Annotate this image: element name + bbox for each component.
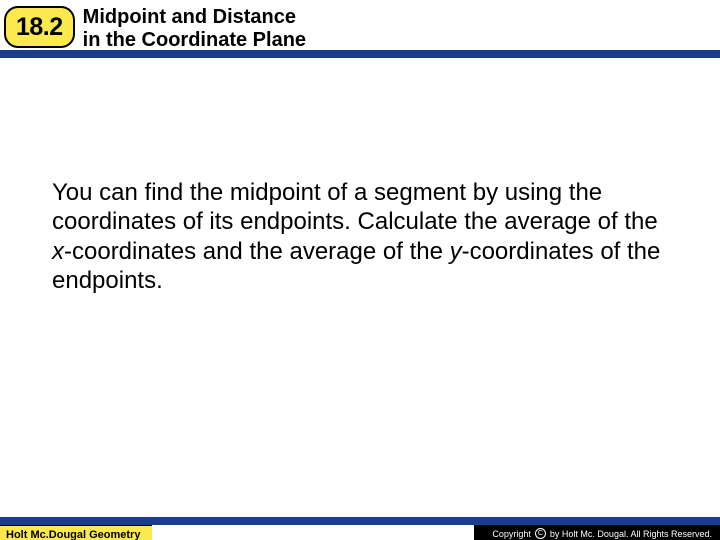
copyright-icon: C (535, 528, 546, 539)
body-paragraph: You can find the midpoint of a segment b… (52, 178, 672, 295)
slide-footer: Holt Mc.Dougal Geometry Copyright C by H… (0, 516, 720, 540)
section-number-badge: 18.2 (4, 6, 75, 48)
copyright-text: by Holt Mc. Dougal. All Rights Reserved. (550, 529, 712, 539)
title-line-2: in the Coordinate Plane (83, 29, 306, 52)
footer-divider-bar (0, 517, 720, 525)
title-line-1: Midpoint and Distance (83, 6, 306, 29)
body-text-1: You can find the midpoint of a segment b… (52, 179, 658, 235)
y-variable: y (450, 238, 462, 265)
section-number: 18.2 (16, 13, 63, 42)
copyright-word: Copyright (492, 529, 531, 539)
slide-content: You can find the midpoint of a segment b… (0, 58, 720, 295)
footer-textbook-label: Holt Mc.Dougal Geometry (0, 525, 152, 540)
x-variable: x (52, 238, 64, 265)
textbook-name: Holt Mc.Dougal Geometry (6, 529, 140, 540)
slide-header: 18.2 Midpoint and Distance in the Coordi… (4, 2, 720, 56)
footer-copyright: Copyright C by Holt Mc. Dougal. All Righ… (474, 525, 720, 540)
section-title: Midpoint and Distance in the Coordinate … (83, 2, 306, 56)
body-text-2: -coordinates and the average of the (64, 238, 450, 265)
